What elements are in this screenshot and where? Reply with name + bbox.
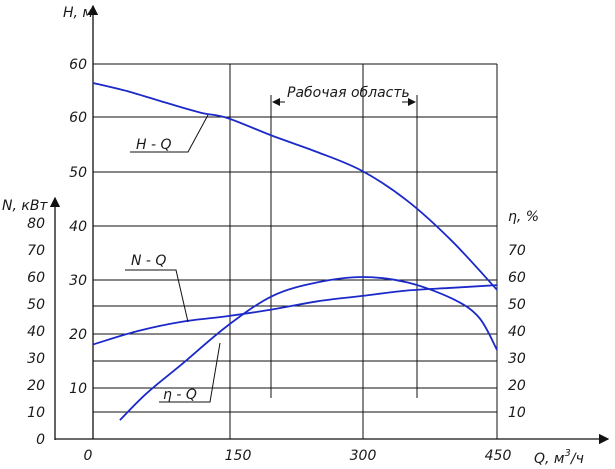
x-axis-title-tail: /ч xyxy=(569,451,584,467)
h-tick-label: 60 xyxy=(69,57,87,73)
curves xyxy=(92,82,498,421)
curve-labels: H - Q N - Q η - Q xyxy=(125,114,221,403)
n-tick-label: 20 xyxy=(27,378,45,394)
n-tick-label: 60 xyxy=(27,270,45,286)
n-tick-label: 70 xyxy=(27,243,45,259)
eta-tick-label: 20 xyxy=(508,378,526,394)
eta-tick-label: 40 xyxy=(508,324,526,340)
h-tick-label: 20 xyxy=(69,327,87,343)
h-tick-label: 10 xyxy=(69,381,87,397)
eta-tick-label: 10 xyxy=(508,405,526,421)
x-tick-label: 300 xyxy=(350,448,377,464)
n-tick-label: 30 xyxy=(27,351,45,367)
x-axis-title-base: Q, м xyxy=(534,451,565,467)
nq-leader xyxy=(125,269,189,323)
n-tick-label: 50 xyxy=(27,297,45,313)
h-tick-label: 60 xyxy=(69,110,87,126)
n-tick-label: 80 xyxy=(27,216,45,232)
eta-axis-title: η, % xyxy=(508,209,539,225)
x-axis-title: Q, м3/ч xyxy=(534,448,584,467)
x-axis-title-sup: 3 xyxy=(564,448,570,459)
h-axis-title: H, м xyxy=(63,5,93,21)
eta-tick-label: 50 xyxy=(508,297,526,313)
eta-tick-label: 60 xyxy=(508,270,526,286)
nq-label: N - Q xyxy=(131,253,166,269)
x-tick-label: 450 xyxy=(485,448,512,464)
axes xyxy=(49,4,610,445)
grid xyxy=(93,63,498,439)
eta-tick-label: 70 xyxy=(508,243,526,259)
hq-leader xyxy=(130,114,209,153)
tick-labels: 10 20 30 40 50 60 60 0 10 20 30 40 50 60 70 80 10 20 30 40 5… xyxy=(27,57,526,464)
hq-curve xyxy=(92,82,498,291)
x-tick-label: 150 xyxy=(225,448,252,464)
x-tick-label: 0 xyxy=(84,448,93,464)
etaq-leader xyxy=(159,342,221,403)
work-area-marker: Рабочая область xyxy=(270,85,418,398)
eta-tick-label: 30 xyxy=(508,351,526,367)
n-tick-label: 0 xyxy=(36,432,45,448)
etaq-label: η - Q xyxy=(163,387,197,403)
n-tick-label: 40 xyxy=(27,324,45,340)
h-tick-label: 40 xyxy=(69,219,87,235)
nq-curve xyxy=(92,284,498,346)
h-tick-label: 50 xyxy=(69,165,87,181)
work-area-label: Рабочая область xyxy=(287,85,410,101)
h-tick-label: 30 xyxy=(69,273,87,289)
etaq-curve xyxy=(119,276,498,421)
n-tick-label: 10 xyxy=(27,405,45,421)
hq-label: H - Q xyxy=(136,137,172,153)
n-axis-title: N, кВт xyxy=(2,198,48,214)
